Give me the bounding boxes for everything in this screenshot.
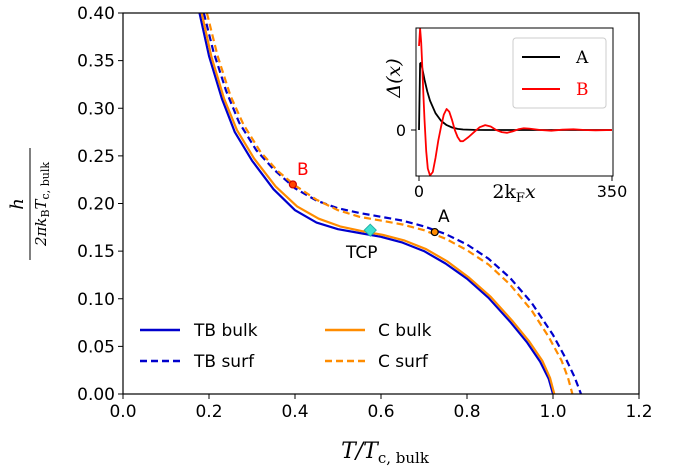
inset-xtick-label-350: 350	[597, 182, 628, 201]
y-label-numerator: h	[7, 198, 28, 210]
x-tick-label-1: 0.2	[195, 402, 222, 422]
main-legend: TB bulk TB surf C bulk C surf	[140, 321, 432, 372]
y-tick-label-0: 0.00	[77, 385, 115, 405]
main-y-ticks: 0.00 0.05 0.10 0.15 0.20 0.25 0.30 0.35 0.40	[77, 4, 123, 405]
legend-label-c-surf: C surf	[378, 352, 429, 372]
main-y-axis-label: h 2πkBTc, bulk	[7, 148, 52, 260]
annotation-TCP: TCP	[345, 243, 378, 263]
inset-series-group	[418, 28, 613, 176]
inset-legend-box	[512, 37, 607, 109]
x-tick-label-6: 1.2	[625, 402, 652, 422]
main-x-ticks: 0.0 0.2 0.4 0.6 0.8 1.0 1.2	[109, 394, 653, 422]
inset-chart: 0 0 350 2kFx Δ(x) A B	[383, 27, 628, 206]
inset-legend-label-a: A	[575, 48, 589, 68]
inset-legend-label-b: B	[576, 80, 589, 100]
point-marker-b	[288, 180, 297, 189]
inset-legend: A B	[512, 37, 607, 109]
y-tick-label-6: 0.30	[77, 99, 115, 119]
y-tick-label-3: 0.15	[77, 242, 115, 262]
annotation-A: A	[438, 207, 450, 227]
x-tick-label-0: 0.0	[109, 402, 136, 422]
y-label-denominator: 2πkBTc, bulk	[32, 162, 52, 247]
main-series-group	[198, 13, 583, 394]
inset-x-axis-label: 2kFx	[492, 181, 536, 206]
series-line-c-surf	[205, 13, 574, 394]
y-tick-label-4: 0.20	[77, 195, 115, 215]
series-line-c-bulk	[200, 13, 556, 394]
point-marker-a	[430, 227, 439, 237]
series-line-tb-bulk	[198, 13, 555, 394]
y-tick-label-8: 0.40	[77, 4, 115, 24]
inset-series-line-b	[418, 28, 613, 176]
legend-label-tb-surf: TB surf	[193, 352, 255, 372]
legend-label-tb-bulk: TB bulk	[193, 321, 258, 341]
inset-plot-frame	[415, 27, 614, 177]
x-tick-label-3: 0.6	[367, 402, 394, 422]
point-marker-tcp	[363, 223, 377, 237]
inset-y-axis-label: Δ(x)	[383, 58, 405, 98]
y-tick-label-1: 0.05	[77, 337, 115, 357]
x-tick-label-2: 0.4	[281, 402, 308, 422]
main-x-axis-label: T/Tc, bulk	[341, 439, 430, 467]
main-chart: 0.0 0.2 0.4 0.6 0.8 1.0 1.2 0.000.050.100.150.…	[7, 4, 653, 467]
inset-ytick-label-0: 0	[396, 121, 406, 140]
y-tick-label-2: 0.10	[77, 290, 115, 310]
y-tick-label-5: 0.25	[77, 147, 115, 167]
y-tick-label-7: 0.35	[77, 52, 115, 72]
main-points-group	[288, 180, 439, 237]
inset-xtick-label-0: 0	[414, 182, 424, 201]
legend-label-c-bulk: C bulk	[378, 321, 432, 341]
x-tick-label-4: 0.8	[453, 402, 480, 422]
annotation-B: B	[297, 160, 309, 180]
x-tick-label-5: 1.0	[539, 402, 566, 422]
